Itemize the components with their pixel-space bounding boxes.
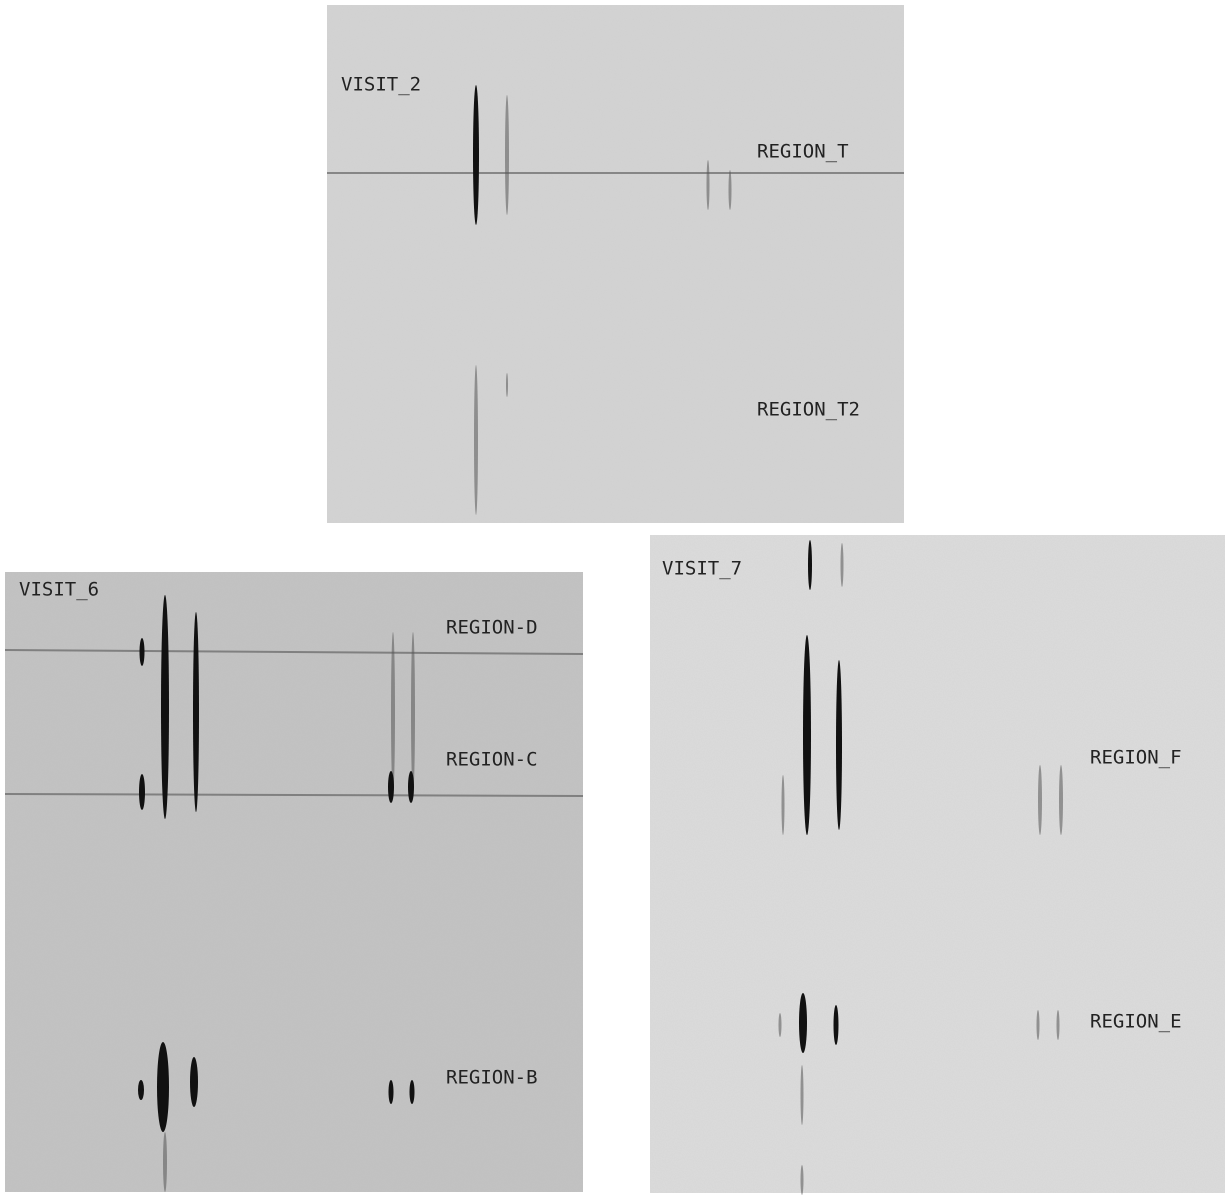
streak (161, 595, 169, 819)
streak (799, 993, 807, 1053)
streak (779, 1013, 782, 1037)
streak (1037, 1010, 1040, 1040)
streak (803, 635, 811, 835)
streak (163, 1132, 167, 1192)
streak (410, 1080, 415, 1104)
streak (1057, 1010, 1060, 1040)
panel-noise (650, 535, 1225, 1193)
streak (157, 1042, 169, 1132)
panel: VISIT_7 REGION_F REGION_E (650, 535, 1225, 1195)
streak (190, 1057, 198, 1107)
region-label: REGION_T2 (757, 399, 860, 421)
streak (707, 160, 710, 210)
streak (505, 95, 509, 215)
streak (834, 1005, 839, 1045)
streak (782, 775, 785, 835)
streak (139, 774, 145, 810)
page: VISIT_2 REGION_T REGION_T2 VISIT_6 REGIO… (0, 0, 1225, 1195)
streak (836, 660, 842, 830)
region-label: REGION_T (757, 141, 849, 163)
panel: VISIT_6 REGION-D REGION-C REGION-B (5, 572, 583, 1192)
visit-label: VISIT_6 (19, 579, 99, 601)
streak (1059, 765, 1063, 835)
streak (801, 1065, 804, 1125)
streak (474, 365, 478, 515)
panel: VISIT_2 REGION_T REGION_T2 (327, 5, 904, 523)
streak (841, 543, 844, 587)
streak (138, 1080, 144, 1100)
streak (389, 1080, 394, 1104)
streak (1038, 765, 1042, 835)
region-label: REGION_E (1090, 1011, 1182, 1033)
visit-label: VISIT_2 (341, 74, 421, 96)
region-label: REGION_F (1090, 747, 1182, 769)
panel-noise (5, 572, 583, 1192)
streak (408, 771, 414, 803)
region-label: REGION-D (446, 617, 538, 639)
streak (729, 170, 732, 210)
streak (506, 373, 508, 397)
streak (411, 632, 415, 792)
region-label: REGION-B (446, 1067, 538, 1089)
streak (140, 638, 145, 666)
streak (388, 771, 394, 803)
figure: VISIT_2 REGION_T REGION_T2 VISIT_6 REGIO… (0, 0, 1225, 1195)
streak (808, 540, 812, 590)
streak (473, 85, 479, 225)
streak (193, 612, 199, 812)
region-label: REGION-C (446, 749, 538, 771)
streak (391, 632, 395, 792)
streak (801, 1165, 804, 1195)
visit-label: VISIT_7 (662, 558, 742, 580)
